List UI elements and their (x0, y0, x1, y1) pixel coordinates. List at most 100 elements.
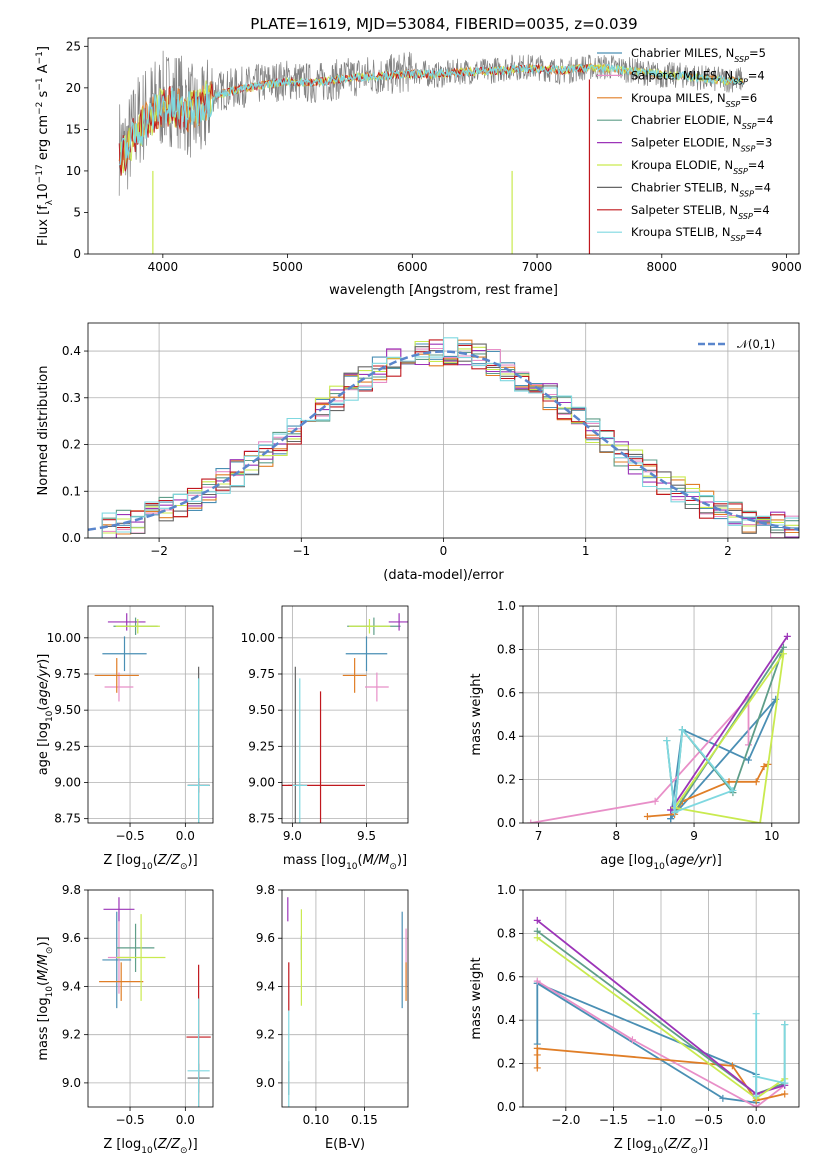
axes-mass_vs_EBV: 0.10 0.15 9.0 9.2 9.4 9.6 9.8 E(B-V) (256, 883, 409, 1152)
y-tick-label: 9.0 (256, 1076, 275, 1090)
y-tick-label: 9.4 (62, 979, 81, 993)
legend-entry: Kroupa ELODIE, NSSP=4 (631, 158, 765, 176)
legend-entry: Chabrier MILES, NSSP=5 (631, 46, 766, 64)
plus-marker (719, 1094, 727, 1102)
x-tick-label: 5000 (272, 260, 303, 274)
axes-frame (522, 605, 800, 824)
plus-marker (671, 808, 679, 816)
y-tick-label: 1.0 (497, 883, 516, 897)
y-tick-label: 10 (66, 164, 81, 178)
plus-marker (756, 819, 764, 823)
axis-label: mass [log10(M/M⊙)] (36, 936, 55, 1060)
figure-title: PLATE=1619, MJD=53084, FIBERID=0035, z=0… (250, 15, 637, 33)
y-tick-label: 9.25 (248, 739, 275, 753)
y-tick-label: 9.75 (248, 667, 275, 681)
plus-marker (729, 786, 737, 794)
y-tick-label: 1.0 (497, 599, 516, 613)
y-tick-label: 9.75 (54, 667, 81, 681)
y-tick-label: 0.4 (497, 729, 516, 743)
y-tick-label: 0.8 (497, 642, 516, 656)
axes-weight_vs_Z: −2.0 −1.5 −1.0 −0.5 0.0 0.0 0.2 0.4 0.6 0.8 1.0 Z [… (469, 883, 800, 1156)
plus-marker (760, 763, 768, 771)
x-tick-label: 0.0 (176, 829, 195, 843)
axis-label: mass [log10(M/M⊙)] (283, 853, 407, 872)
gaussian-curve (88, 350, 799, 532)
weight-line-1 (530, 694, 750, 823)
axes-frame (281, 605, 409, 824)
x-tick-label: 10 (764, 829, 779, 843)
y-tick-label: 9.8 (256, 883, 275, 897)
legend-entry: 𝒩(0,1) (737, 337, 775, 351)
errorbars (99, 897, 211, 1107)
y-tick-label: 0.4 (62, 344, 81, 358)
plus-marker (752, 1010, 760, 1018)
plus-marker (781, 1021, 789, 1029)
plus-marker (752, 1073, 760, 1081)
axes-frame (281, 889, 409, 1108)
y-tick-label: 10.00 (47, 631, 81, 645)
y-tick-label: 8.75 (54, 812, 81, 826)
y-tick-label: 9.00 (54, 775, 81, 789)
x-tick-label: 0 (440, 544, 448, 558)
x-tick-label: 2 (724, 544, 732, 558)
y-tick-label: 9.4 (256, 979, 275, 993)
plus-marker (667, 815, 675, 823)
axes-frame (522, 889, 800, 1108)
axes-frame (87, 889, 214, 1108)
y-tick-label: 0.2 (62, 438, 81, 452)
y-tick-label: 9.6 (62, 931, 81, 945)
y-tick-label: 9.2 (62, 1028, 81, 1042)
y-axis-label: mass weight (469, 957, 484, 1039)
spectrum-lines (118, 50, 744, 254)
weight-lines (533, 916, 789, 1107)
legend-entry: Chabrier ELODIE, NSSP=4 (631, 113, 773, 131)
x-tick-label: −1 (292, 544, 310, 558)
plus-marker (533, 1044, 541, 1052)
legend: Chabrier MILES, NSSP=5 Salpeter MILES, NS… (597, 46, 773, 243)
y-tick-label: 8.75 (248, 812, 275, 826)
plus-marker (783, 632, 791, 640)
x-tick-label: −1.5 (599, 1113, 628, 1127)
axis-label: age [log10(age/yr)] (36, 654, 55, 776)
errorbars (287, 897, 407, 1107)
y-tick-label: 0.3 (62, 391, 81, 405)
x-tick-label: −2.0 (551, 1113, 580, 1127)
y-tick-label: 10.00 (241, 631, 275, 645)
x-tick-label: −0.5 (115, 1113, 144, 1127)
weight-lines (527, 632, 791, 823)
x-tick-label: 0.10 (303, 1113, 330, 1127)
x-tick-label: 0.0 (747, 1113, 766, 1127)
y-tick-label: 0.4 (497, 1013, 516, 1027)
y-tick-label: 0.1 (62, 484, 81, 498)
plus-marker (533, 977, 541, 985)
plus-marker (651, 797, 659, 805)
y-axis-label: mass weight (469, 673, 484, 755)
axes-frame (87, 322, 800, 539)
x-tick-label: 6000 (397, 260, 428, 274)
y-tick-label: 0.6 (497, 970, 516, 984)
plus-marker (781, 1079, 789, 1087)
y-tick-label: 0.0 (62, 531, 81, 545)
plus-marker (628, 1036, 636, 1044)
axis-label: Z [log10(Z/Z⊙)] (103, 853, 197, 872)
axes-weight_vs_age: 7 8 9 10 0.0 0.2 0.4 0.6 0.8 1.0 age [log10(age/yr… (469, 599, 800, 872)
histogram-series-8 (88, 337, 799, 538)
histogram-steps (88, 337, 799, 538)
plus-marker (643, 812, 651, 820)
axes-age_vs_mass: 9.0 9.5 8.75 9.00 9.25 9.50 9.75 10.00 mass [log… (241, 605, 409, 872)
plus-marker (533, 1051, 541, 1059)
y-tick-label: 0.0 (497, 1100, 516, 1114)
plus-marker (781, 1090, 789, 1098)
x-axis-label: (data-model)/error (383, 568, 504, 583)
plus-marker (533, 916, 541, 924)
y-tick-label: 9.50 (248, 703, 275, 717)
axes-spectrum: 4000 5000 6000 7000 8000 9000 0 5 10 15 20 25 wavele… (35, 37, 802, 298)
axes-frame (87, 37, 800, 255)
legend-entry: Chabrier STELIB, NSSP=4 (631, 180, 771, 198)
x-tick-label: 0.15 (351, 1113, 378, 1127)
plus-marker (752, 1103, 760, 1107)
y-tick-label: 9.00 (248, 775, 275, 789)
x-tick-label: 0.0 (176, 1113, 195, 1127)
plus-marker (728, 1062, 736, 1070)
